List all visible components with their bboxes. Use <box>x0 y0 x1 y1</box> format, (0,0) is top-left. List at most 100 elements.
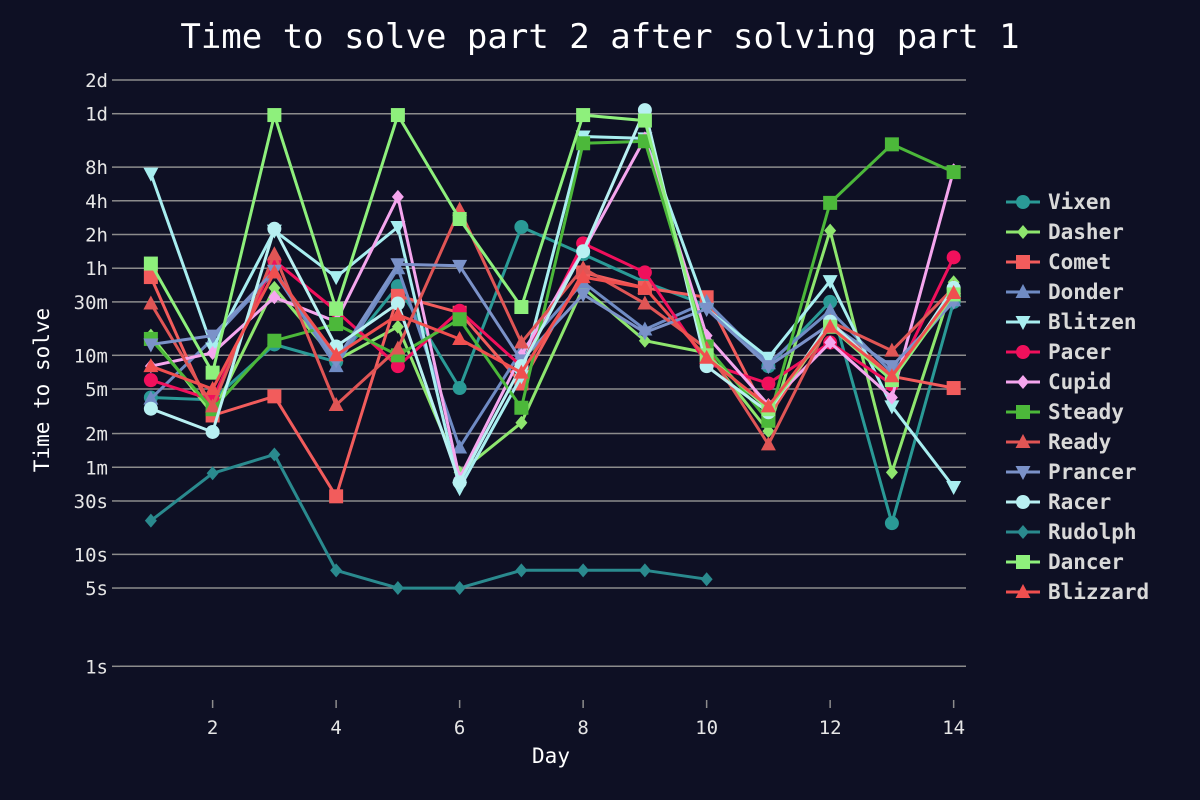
x-axis-label: Day <box>532 744 570 768</box>
legend-item-comet: Comet <box>1006 250 1111 274</box>
legend-marker-ready <box>1015 434 1031 448</box>
data-point-blitzen <box>822 275 838 290</box>
data-point-dasher <box>268 280 281 295</box>
data-point-blitzen <box>884 400 900 415</box>
y-tick-label: 2m <box>85 424 108 446</box>
data-point-comet <box>329 489 344 504</box>
chart-title: Time to solve part 2 after solving part … <box>180 17 1019 57</box>
series-line-racer <box>150 108 955 484</box>
data-point-rudolph <box>700 572 713 587</box>
legend-marker-racer <box>1016 495 1030 509</box>
legend-item-vixen: Vixen <box>1006 190 1111 214</box>
data-point-cupid <box>885 390 898 405</box>
x-tick-label: 4 <box>330 717 341 739</box>
legend: Vixen Dasher Comet Donder Blitzen Pacer Cupid S… <box>1006 190 1149 604</box>
data-point-pacer <box>637 265 652 280</box>
x-tick-label: 14 <box>942 717 965 739</box>
y-tick-label: 30m <box>74 292 108 314</box>
legend-marker-dasher <box>1017 225 1029 239</box>
legend-item-racer: Racer <box>1006 490 1111 514</box>
y-axis-ticks: 1s 5s 10s 30s 1m 2m 5m 10m 30m 1h 2h 4h 8h 1d 2d <box>74 70 120 678</box>
data-point-ready <box>328 396 344 411</box>
data-point-blizzard <box>205 381 221 396</box>
data-point-blizzard <box>328 347 344 362</box>
data-point-racer <box>576 244 591 259</box>
data-point-rudolph <box>577 563 590 578</box>
data-point-comet <box>267 389 282 404</box>
data-point-donder <box>822 302 838 317</box>
legend-label: Racer <box>1048 490 1111 514</box>
data-point-prancer <box>205 329 221 344</box>
data-point-cupid <box>391 189 404 204</box>
data-point-blitzen <box>946 480 962 495</box>
data-point-blizzard <box>390 306 406 321</box>
legend-marker-dancer <box>1016 555 1030 569</box>
data-point-prancer <box>390 258 406 273</box>
series-blitzen <box>143 130 962 497</box>
legend-marker-comet <box>1016 255 1030 269</box>
legend-item-prancer: Prancer <box>1006 460 1137 484</box>
x-tick-label: 8 <box>577 717 588 739</box>
data-point-dancer <box>452 212 467 227</box>
data-point-dasher <box>391 319 404 334</box>
legend-marker-steady <box>1016 405 1030 419</box>
data-point-rudolph <box>515 563 528 578</box>
data-point-dasher <box>638 333 651 348</box>
data-point-ready <box>575 260 591 275</box>
legend-label: Cupid <box>1048 370 1111 394</box>
data-point-rudolph <box>638 563 651 578</box>
legend-label: Blitzen <box>1048 310 1137 334</box>
data-point-ready <box>884 342 900 357</box>
data-point-prancer <box>637 326 653 341</box>
legend-label: Prancer <box>1048 460 1137 484</box>
data-point-ready <box>266 246 282 261</box>
legend-label: Pacer <box>1048 340 1111 364</box>
y-tick-label: 8h <box>85 157 108 179</box>
legend-label: Steady <box>1048 400 1124 424</box>
data-point-ready <box>513 334 529 349</box>
legend-item-cupid: Cupid <box>1006 370 1111 394</box>
data-point-blitzen <box>390 221 406 236</box>
data-point-dancer <box>267 108 282 123</box>
data-point-steady <box>823 195 838 210</box>
data-point-rudolph <box>330 563 343 578</box>
legend-marker-pacer <box>1016 345 1030 359</box>
y-tick-label: 1d <box>85 104 108 126</box>
y-tick-label: 10s <box>74 544 108 566</box>
x-axis-ticks: 2 4 6 8 10 12 14 <box>207 700 965 739</box>
data-point-ready <box>143 295 159 310</box>
data-point-vixen <box>884 516 899 531</box>
y-tick-label: 1h <box>85 258 108 280</box>
y-tick-label: 10m <box>74 345 108 367</box>
data-point-comet <box>946 381 961 396</box>
data-point-prancer <box>884 360 900 375</box>
data-point-cupid <box>268 290 281 305</box>
data-point-comet <box>143 270 158 285</box>
data-point-blizzard <box>513 364 529 379</box>
legend-marker-cupid <box>1017 375 1029 389</box>
data-point-ready <box>205 398 221 413</box>
data-point-pacer <box>143 373 158 388</box>
legend-marker-blizzard <box>1015 584 1031 598</box>
x-tick-label: 6 <box>454 717 465 739</box>
data-point-dancer <box>576 108 591 123</box>
legend-label: Comet <box>1048 250 1111 274</box>
series-racer <box>143 103 961 490</box>
legend-marker-rudolph <box>1017 525 1029 539</box>
x-tick-label: 2 <box>207 717 218 739</box>
data-point-blizzard <box>822 318 838 333</box>
legend-item-donder: Donder <box>1006 280 1124 304</box>
series-line-rudolph <box>149 453 707 590</box>
data-point-racer <box>267 221 282 236</box>
y-tick-label: 2h <box>85 225 108 247</box>
legend-item-pacer: Pacer <box>1006 340 1111 364</box>
y-tick-label: 1m <box>85 457 108 479</box>
data-point-pacer <box>761 376 776 391</box>
data-point-racer <box>452 475 467 490</box>
data-point-dancer <box>514 300 529 315</box>
data-point-rudolph <box>144 513 157 528</box>
x-tick-label: 12 <box>819 717 842 739</box>
data-point-steady <box>884 137 899 152</box>
series-rudolph <box>144 447 713 596</box>
data-point-steady <box>514 400 529 415</box>
